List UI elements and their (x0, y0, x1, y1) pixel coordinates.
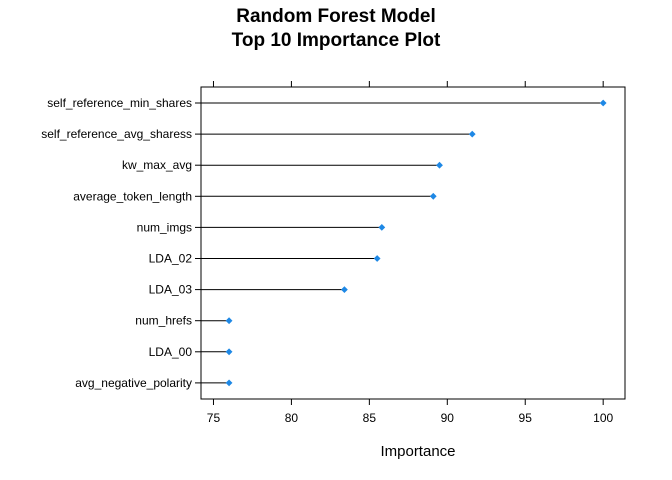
importance-point (468, 130, 476, 138)
y-category-label: average_token_length (73, 189, 192, 203)
x-tick-label: 75 (207, 411, 221, 425)
x-tick-label: 85 (363, 411, 377, 425)
y-category-label: LDA_02 (149, 252, 193, 266)
y-category-label: kw_max_avg (122, 158, 192, 172)
importance-point (599, 99, 607, 107)
importance-point (436, 161, 443, 169)
x-tick-label: 90 (441, 411, 455, 425)
chart-title-line-1: Random Forest Model (236, 6, 436, 27)
importance-point (378, 224, 386, 231)
x-axis-label: Importance (380, 443, 455, 460)
importance-point (429, 192, 437, 200)
plot-panel-frame (200, 86, 626, 400)
x-tick-label: 80 (285, 411, 299, 425)
importance-point (225, 317, 233, 325)
importance-point (225, 348, 233, 356)
x-tick-label: 95 (519, 411, 533, 425)
chart-title-line-2: Top 10 Importance Plot (231, 30, 441, 51)
y-category-label: num_hrefs (135, 314, 192, 328)
x-tick-label: 100 (593, 411, 613, 425)
y-category-label: LDA_00 (149, 345, 193, 359)
importance-point (225, 379, 233, 387)
y-category-label: self_reference_min_shares (47, 96, 192, 110)
y-category-label: self_reference_avg_sharess (41, 127, 192, 141)
y-category-label: LDA_03 (149, 283, 193, 297)
importance-point (341, 286, 348, 293)
y-category-label: avg_negative_polarity (75, 376, 192, 390)
y-category-label: num_imgs (137, 220, 192, 234)
importance-point (373, 255, 381, 262)
